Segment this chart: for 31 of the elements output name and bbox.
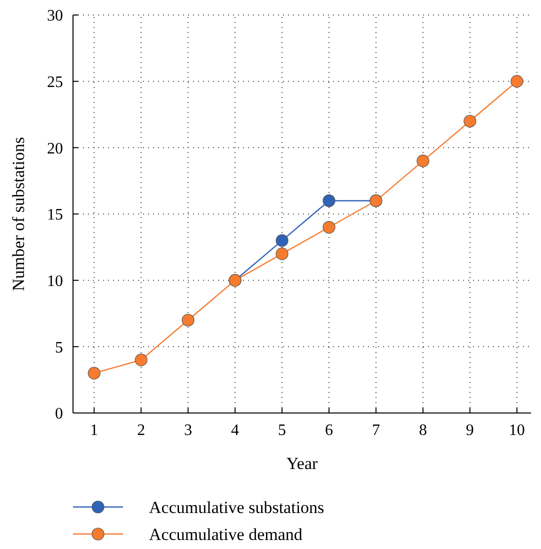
- point: [182, 314, 194, 326]
- legend-label: Accumulative substations: [149, 498, 324, 517]
- point: [276, 248, 288, 260]
- y-tick-label: 25: [47, 74, 63, 91]
- point: [322, 194, 336, 208]
- x-tick-label: 4: [231, 422, 240, 439]
- x-tick-label: 10: [508, 422, 525, 439]
- x-tick-label: 2: [137, 422, 146, 439]
- y-tick-label: 20: [47, 140, 63, 158]
- x-tick-label: 8: [418, 422, 427, 439]
- point: [510, 75, 524, 88]
- point: [276, 234, 288, 247]
- point: [88, 366, 100, 380]
- y-tick-label: 0: [55, 406, 63, 423]
- x-tick-label: 1: [90, 422, 98, 439]
- x-tick-label: 3: [184, 422, 192, 439]
- y-axis-title: Number of substations: [9, 137, 28, 291]
- point: [322, 220, 336, 234]
- point: [464, 114, 476, 128]
- point: [134, 354, 148, 366]
- x-tick-label: 5: [278, 422, 286, 439]
- x-tick-label: 6: [325, 422, 334, 439]
- y-tick-label: 30: [47, 8, 63, 25]
- y-tick-label: 10: [47, 272, 63, 290]
- point: [416, 154, 430, 168]
- x-axis-title: Year: [286, 454, 318, 473]
- y-tick-label: 5: [55, 339, 63, 356]
- y-tick-label: 15: [47, 206, 63, 224]
- x-tick-label: 7: [372, 422, 380, 439]
- legend-label: Accumulative demand: [149, 524, 303, 544]
- x-tick-label: 9: [466, 422, 474, 439]
